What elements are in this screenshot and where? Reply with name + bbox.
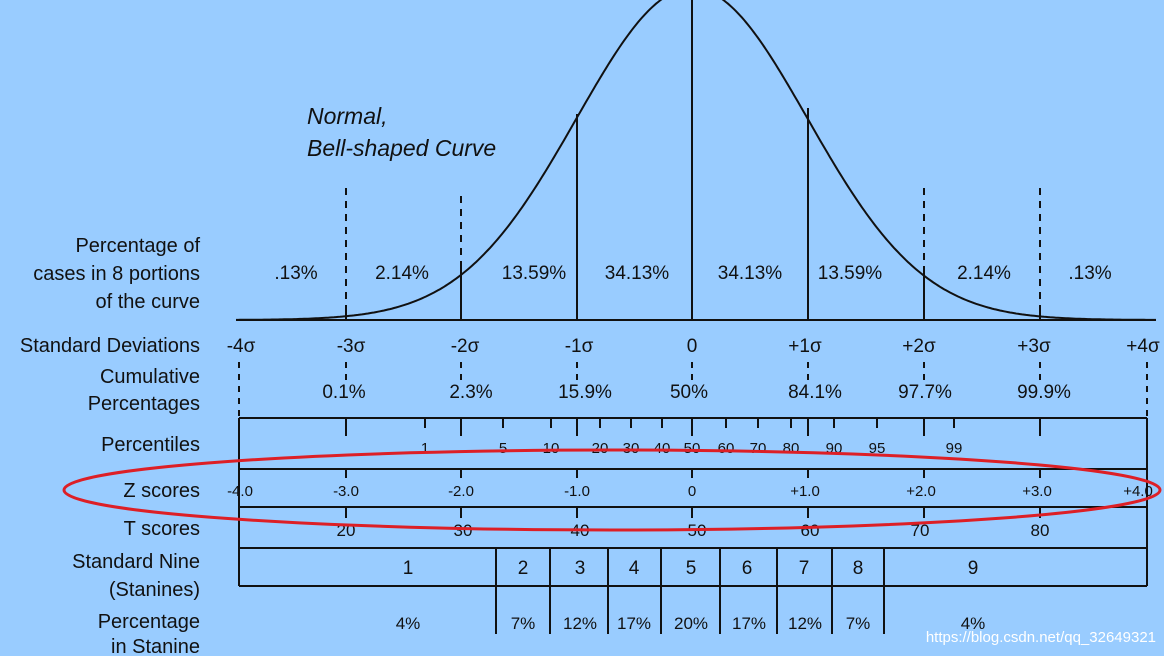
label-percentage-cases-1: Percentage of — [75, 235, 200, 257]
cumulative-pct: 0.1% — [322, 382, 365, 403]
stanine-value: 9 — [968, 558, 979, 579]
stanine-pct: 20% — [674, 614, 708, 633]
stanine-pct: 4% — [396, 614, 421, 633]
label-cumulative-2: Percentages — [88, 393, 200, 415]
sd-label: +3σ — [1017, 336, 1051, 357]
percentile-value: 70 — [750, 440, 767, 457]
z-score-value: 0 — [688, 483, 696, 500]
cumulative-pct: 97.7% — [898, 382, 952, 403]
z-score-values: -4.0 -3.0 -2.0 -1.0 0 +1.0 +2.0 +3.0 +4.… — [227, 483, 1153, 500]
label-percentiles: Percentiles — [101, 434, 200, 456]
cumulative-percentages: 0.1% 2.3% 15.9% 50% 84.1% 97.7% 99.9% — [322, 382, 1071, 403]
label-stanine-pct-1: Percentage — [98, 611, 200, 633]
cumulative-pct: 99.9% — [1017, 382, 1071, 403]
z-score-value: +4.0 — [1123, 483, 1153, 500]
t-score-value: 80 — [1031, 521, 1050, 540]
percentile-value: 80 — [783, 440, 800, 457]
percentile-value: 30 — [623, 440, 640, 457]
z-score-value: +2.0 — [906, 483, 936, 500]
stanine-percentages: 4% 7% 12% 17% 20% 17% 12% 7% 4% — [396, 614, 986, 633]
stanine-value: 8 — [853, 558, 864, 579]
percentile-values: 1 5 10 20 30 40 50 60 70 80 90 95 99 — [421, 440, 963, 457]
z-score-value: +3.0 — [1022, 483, 1052, 500]
cumulative-pct: 50% — [670, 382, 708, 403]
portion-pct: 34.13% — [605, 263, 670, 284]
sd-label: -3σ — [337, 336, 366, 357]
portion-pct: 13.59% — [502, 263, 567, 284]
sd-connectors — [238, 362, 1148, 418]
sd-label: -4σ — [227, 336, 256, 357]
label-stanine-pct-2: in Stanine — [111, 636, 200, 656]
percentile-value: 5 — [499, 440, 507, 457]
cumulative-pct: 2.3% — [449, 382, 492, 403]
label-t-scores: T scores — [124, 518, 200, 540]
z-score-value: -3.0 — [333, 483, 359, 500]
sd-labels: -4σ -3σ -2σ -1σ 0 +1σ +2σ +3σ +4σ — [227, 336, 1160, 357]
curve-title-line-1: Normal, — [307, 103, 388, 129]
percentile-value: 10 — [543, 440, 560, 457]
portion-pct: 2.14% — [957, 263, 1011, 284]
percentile-value: 40 — [654, 440, 671, 457]
z-score-value: -1.0 — [564, 483, 590, 500]
watermark: https://blog.csdn.net/qq_32649321 — [926, 629, 1156, 646]
stanine-pct: 12% — [563, 614, 597, 633]
percentile-value: 99 — [946, 440, 963, 457]
percentile-value: 20 — [592, 440, 609, 457]
stanine-pct: 17% — [732, 614, 766, 633]
curve-title-line-2: Bell-shaped Curve — [307, 135, 496, 161]
stanine-value: 1 — [403, 558, 414, 579]
label-stanines-1: Standard Nine — [72, 551, 200, 573]
portion-pct: 13.59% — [818, 263, 883, 284]
portion-pct: 2.14% — [375, 263, 429, 284]
z-score-value: -4.0 — [227, 483, 253, 500]
label-cumulative-1: Cumulative — [100, 366, 200, 388]
t-score-value: 60 — [801, 521, 820, 540]
percentile-value: 60 — [718, 440, 735, 457]
z-score-value: +1.0 — [790, 483, 820, 500]
portion-pct: .13% — [274, 263, 317, 284]
t-score-value: 30 — [454, 521, 473, 540]
stanine-pct: 7% — [511, 614, 536, 633]
stanine-values: 1 2 3 4 5 6 7 8 9 — [403, 558, 979, 579]
sd-label: -1σ — [565, 336, 594, 357]
stanine-value: 5 — [686, 558, 697, 579]
stanine-value: 3 — [575, 558, 586, 579]
label-percentage-cases-3: of the curve — [95, 291, 200, 313]
cumulative-pct: 15.9% — [558, 382, 612, 403]
stanine-value: 2 — [518, 558, 529, 579]
cumulative-pct: 84.1% — [788, 382, 842, 403]
percentile-value: 50 — [684, 440, 701, 457]
percentile-value: 1 — [421, 440, 429, 457]
label-standard-deviations: Standard Deviations — [20, 335, 200, 357]
stanine-pct: 12% — [788, 614, 822, 633]
stanine-value: 4 — [629, 558, 640, 579]
t-scores-scale — [238, 507, 1148, 549]
stanine-pct: 7% — [846, 614, 871, 633]
z-scores-highlight-ellipse — [62, 448, 1162, 532]
percentile-value: 95 — [869, 440, 886, 457]
sd-label: -2σ — [451, 336, 480, 357]
t-score-value: 70 — [911, 521, 930, 540]
sd-label: +1σ — [788, 336, 822, 357]
bell-curve — [236, 0, 1156, 321]
portion-pct: .13% — [1068, 263, 1111, 284]
sd-label: +4σ — [1126, 336, 1160, 357]
stanine-pct: 4% — [961, 614, 986, 633]
stanine-value: 7 — [799, 558, 810, 579]
stanine-value: 6 — [742, 558, 753, 579]
label-stanines-2: (Stanines) — [109, 579, 200, 601]
z-score-value: -2.0 — [448, 483, 474, 500]
label-z-scores: Z scores — [123, 480, 200, 502]
sd-label: 0 — [687, 336, 698, 357]
label-percentage-cases-2: cases in 8 portions — [33, 263, 200, 285]
stanines-scale — [238, 548, 1148, 634]
portion-percentages: .13% 2.14% 13.59% 34.13% 34.13% 13.59% 2… — [274, 263, 1111, 284]
sd-label: +2σ — [902, 336, 936, 357]
portion-pct: 34.13% — [718, 263, 783, 284]
stanine-pct: 17% — [617, 614, 651, 633]
